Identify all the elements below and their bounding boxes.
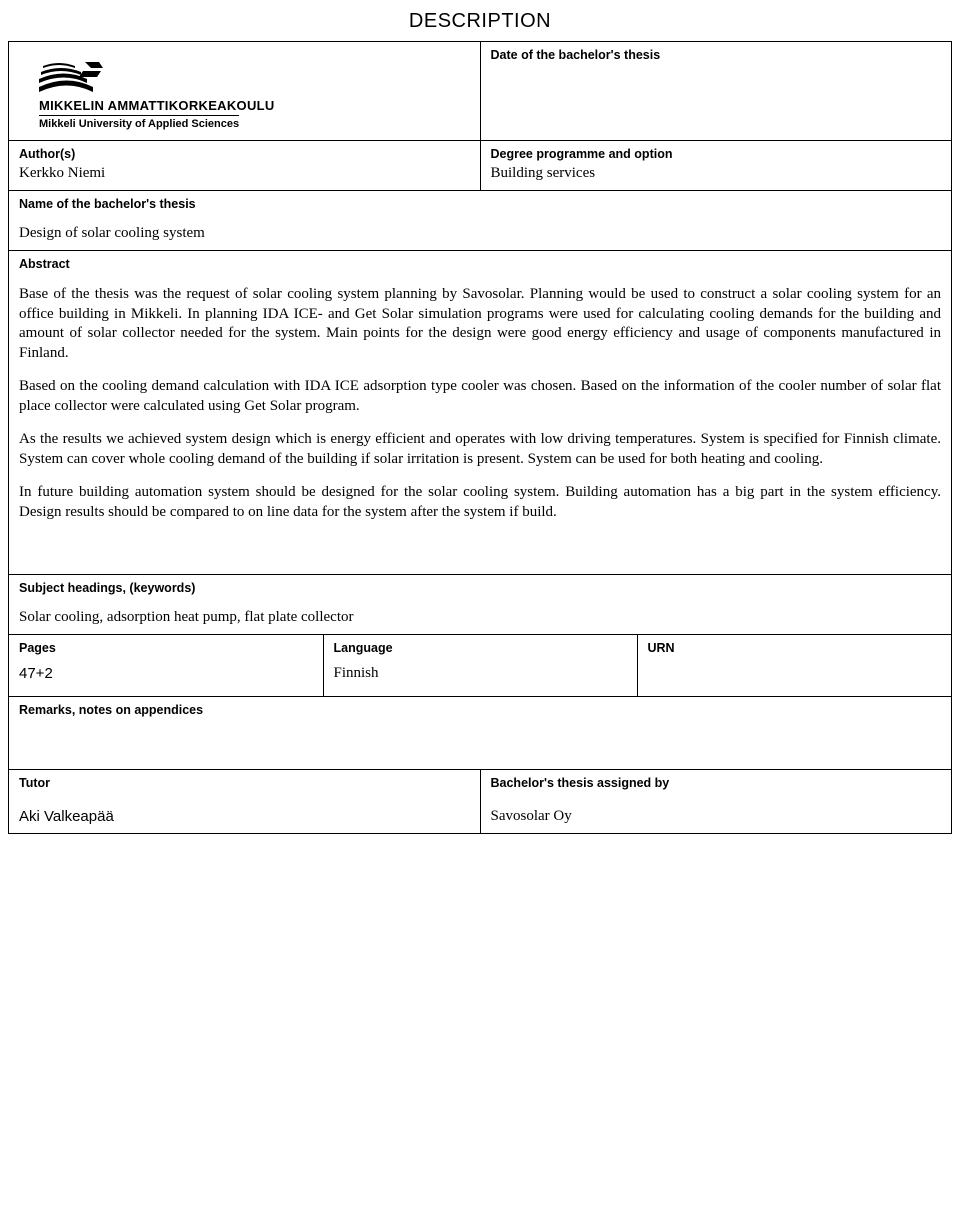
- date-cell: Date of the bachelor's thesis: [480, 42, 952, 141]
- logo-icon: [39, 58, 109, 96]
- author-cell: Author(s) Kerkko Niemi: [9, 141, 481, 191]
- thesis-name-value: Design of solar cooling system: [19, 225, 941, 242]
- assigned-by-cell: Bachelor's thesis assigned by Savosolar …: [480, 770, 952, 834]
- degree-label: Degree programme and option: [491, 147, 942, 161]
- assigned-by-value: Savosolar Oy: [491, 808, 942, 825]
- keywords-value: Solar cooling, adsorption heat pump, fla…: [19, 609, 941, 626]
- thesis-name-label: Name of the bachelor's thesis: [19, 197, 941, 211]
- degree-value: Building services: [491, 165, 942, 182]
- urn-cell: URN: [637, 635, 951, 696]
- keywords-cell: Subject headings, (keywords) Solar cooli…: [9, 575, 952, 635]
- language-cell: Language Finnish: [323, 635, 637, 696]
- abstract-p3: As the results we achieved system design…: [19, 430, 941, 469]
- thesis-name-cell: Name of the bachelor's thesis Design of …: [9, 191, 952, 251]
- pages-cell: Pages 47+2: [9, 635, 323, 696]
- pages-label: Pages: [19, 641, 313, 655]
- page-title: DESCRIPTION: [8, 10, 952, 33]
- language-label: Language: [334, 641, 627, 655]
- abstract-p2: Based on the cooling demand calculation …: [19, 377, 941, 416]
- logo-sub-text: Mikkeli University of Applied Sciences: [39, 115, 239, 130]
- author-label: Author(s): [19, 147, 470, 161]
- description-table: MIKKELIN AMMATTIKORKEAKOULU Mikkeli Univ…: [8, 41, 952, 834]
- abstract-label: Abstract: [19, 257, 941, 271]
- tutor-label: Tutor: [19, 776, 470, 790]
- logo-cell: MIKKELIN AMMATTIKORKEAKOULU Mikkeli Univ…: [9, 42, 481, 141]
- urn-label: URN: [648, 641, 942, 655]
- pages-value: 47+2: [19, 665, 313, 682]
- logo-main-text: MIKKELIN AMMATTIKORKEAKOULU: [39, 98, 275, 113]
- language-value: Finnish: [334, 665, 627, 682]
- tutor-value: Aki Valkeapää: [19, 808, 470, 825]
- abstract-p1: Base of the thesis was the request of so…: [19, 285, 941, 363]
- assigned-by-label: Bachelor's thesis assigned by: [491, 776, 942, 790]
- degree-cell: Degree programme and option Building ser…: [480, 141, 952, 191]
- abstract-cell: Abstract Base of the thesis was the requ…: [9, 251, 952, 575]
- abstract-p4: In future building automation system sho…: [19, 483, 941, 522]
- keywords-label: Subject headings, (keywords): [19, 581, 941, 595]
- remarks-cell: Remarks, notes on appendices: [9, 697, 952, 770]
- author-value: Kerkko Niemi: [19, 165, 470, 182]
- abstract-body: Base of the thesis was the request of so…: [19, 285, 941, 522]
- date-label: Date of the bachelor's thesis: [491, 48, 942, 62]
- tutor-cell: Tutor Aki Valkeapää: [9, 770, 481, 834]
- meta-row-cell: Pages 47+2 Language Finnish URN: [9, 635, 952, 697]
- remarks-label: Remarks, notes on appendices: [19, 703, 941, 717]
